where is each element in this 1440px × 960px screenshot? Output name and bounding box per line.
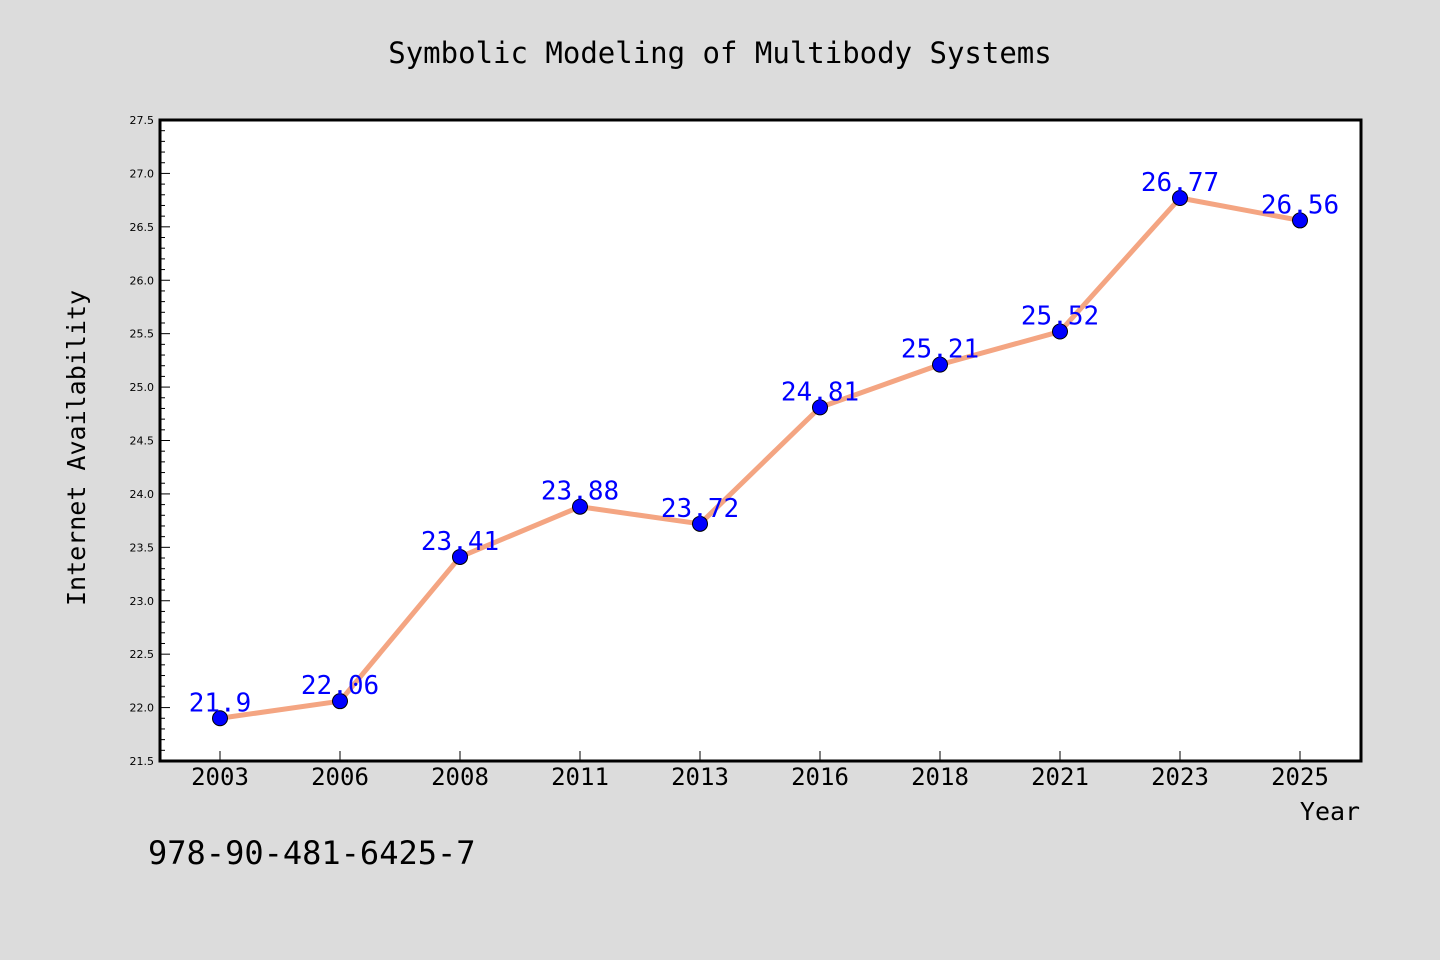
data-point <box>452 548 468 565</box>
x-tick-label: 2006 <box>311 763 369 791</box>
x-axis-title: Year <box>1300 797 1360 826</box>
data-point <box>692 515 708 532</box>
x-tick-label: 2003 <box>191 763 249 791</box>
y-tick-label: 23.0 <box>130 595 155 608</box>
data-point <box>212 710 228 727</box>
data-label: 24.81 <box>781 377 859 407</box>
y-tick-label: 26.0 <box>130 274 155 287</box>
data-label: 23.88 <box>541 477 619 507</box>
isbn-text: 978-90-481-6425-7 <box>148 834 476 872</box>
data-point <box>572 498 588 515</box>
y-tick-label: 25.0 <box>130 381 155 394</box>
x-tick-label: 2016 <box>791 763 849 791</box>
x-tick-label: 2008 <box>431 763 489 791</box>
y-tick-label: 21.5 <box>130 755 155 768</box>
y-axis: 21.5 22.0 22.5 23.0 23.5 24.0 24.5 25.0 25.5 26.0… <box>130 114 170 768</box>
y-tick-label: 26.5 <box>130 221 155 234</box>
data-point <box>332 693 348 710</box>
data-label: 21.9 <box>189 688 252 718</box>
series-line <box>217 195 1303 721</box>
y-tick-label: 27.0 <box>130 167 155 180</box>
x-axis: 2003 2006 2008 2011 2013 2016 2018 2021 2023 2025 <box>191 751 1329 791</box>
y-axis-title: Internet Availability <box>62 290 91 606</box>
y-tick-label: 22.0 <box>130 702 155 715</box>
data-point <box>932 356 948 373</box>
data-point <box>1052 323 1068 340</box>
chart-title: Symbolic Modeling of Multibody Systems <box>388 36 1051 70</box>
data-label: 26.56 <box>1261 190 1339 220</box>
data-point <box>812 399 828 416</box>
data-label: 23.41 <box>421 527 499 557</box>
x-tick-label: 2018 <box>911 763 969 791</box>
data-label: 26.77 <box>1141 168 1219 198</box>
x-tick-label: 2013 <box>671 763 729 791</box>
data-labels: 21.9 22.06 23.41 23.88 23.72 24.81 25.21 25.52 2… <box>189 168 1339 718</box>
x-tick-label: 2023 <box>1151 763 1209 791</box>
x-tick-label: 2011 <box>551 763 609 791</box>
data-label: 23.72 <box>661 494 739 524</box>
y-tick-label: 24.5 <box>130 435 155 448</box>
y-tick-label: 27.5 <box>130 114 155 127</box>
plot-area <box>158 118 1363 763</box>
x-tick-label: 2021 <box>1031 763 1089 791</box>
data-label: 22.06 <box>301 671 379 701</box>
data-label: 25.52 <box>1021 302 1099 332</box>
y-tick-label: 25.5 <box>130 328 155 341</box>
data-point <box>1172 189 1188 206</box>
x-tick-label: 2025 <box>1271 763 1329 791</box>
data-point <box>1292 212 1308 229</box>
y-tick-label: 22.5 <box>130 648 155 661</box>
y-tick-label: 23.5 <box>130 541 155 554</box>
y-tick-label: 24.0 <box>130 488 155 501</box>
data-series <box>212 189 1308 727</box>
data-label: 25.21 <box>901 335 979 365</box>
